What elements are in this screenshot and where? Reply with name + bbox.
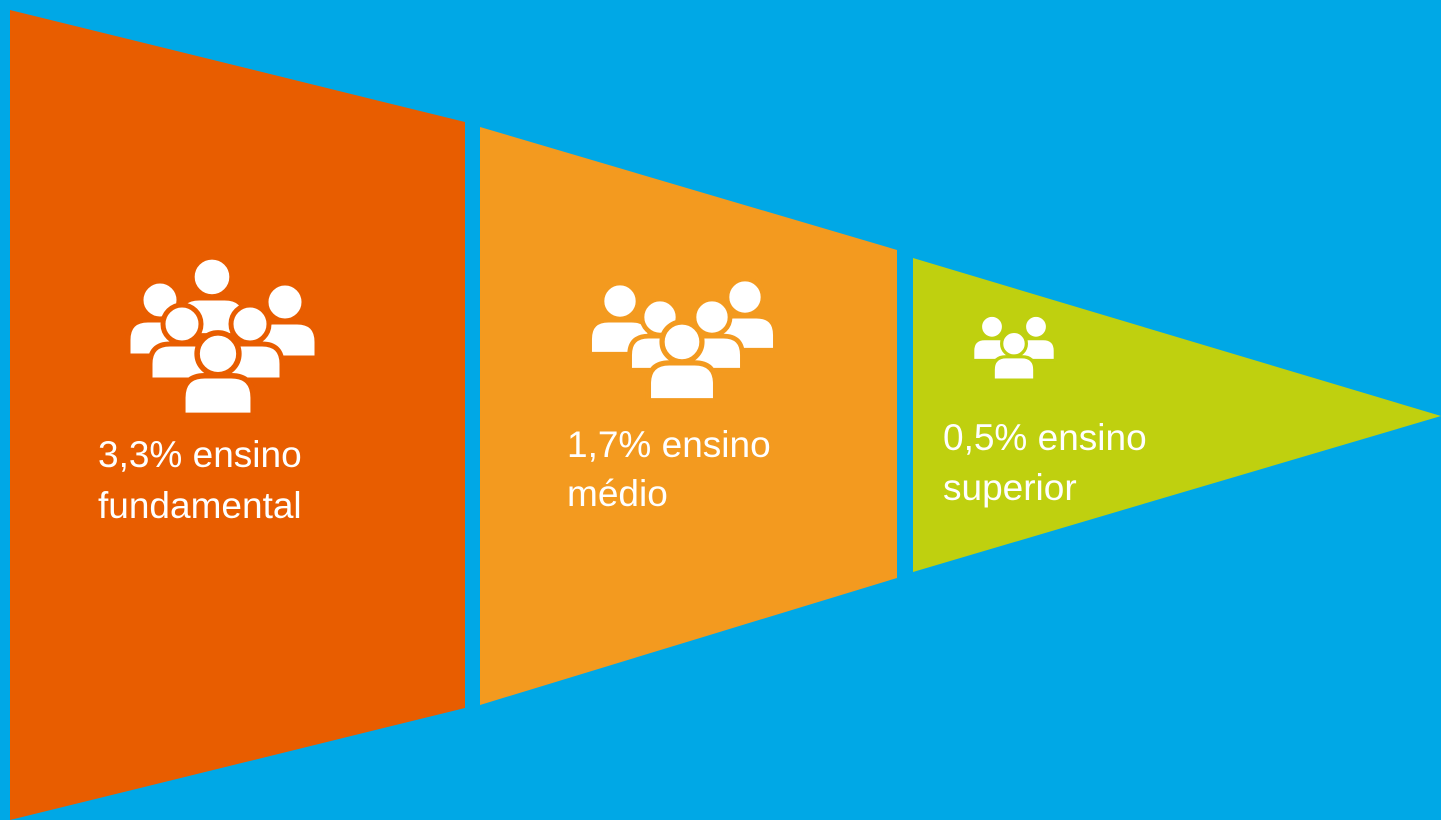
segment-label: superior [943,467,1077,508]
segment-label: médio [567,473,668,514]
segment-label: 0,5% ensino [943,417,1147,458]
segment-label: 3,3% ensino [98,434,302,475]
segment-label: fundamental [98,485,302,526]
segment-2 [480,127,897,705]
segment-label: 1,7% ensino [567,424,771,465]
segment-3 [913,258,1441,572]
